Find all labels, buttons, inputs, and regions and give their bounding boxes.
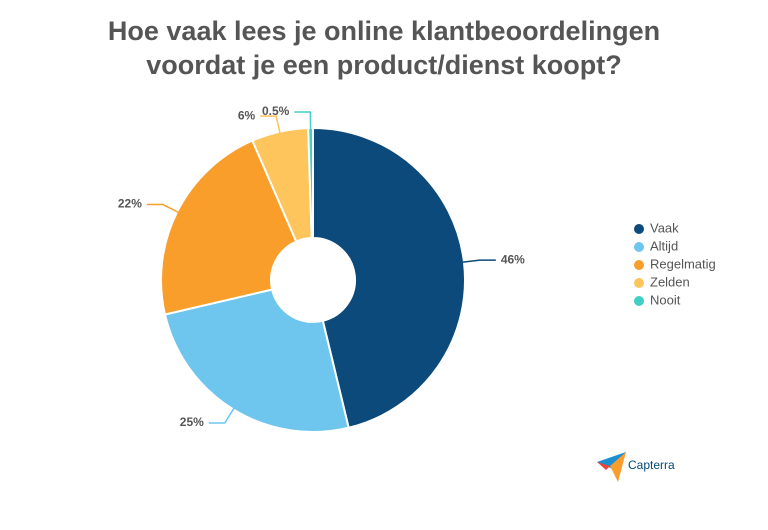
leader-line [146, 203, 180, 214]
legend-marker [634, 260, 644, 270]
slice [163, 288, 350, 433]
logo-icon [610, 452, 626, 482]
slice [160, 139, 298, 316]
value-label: 25% [180, 415, 204, 429]
legend-label: Vaak [650, 220, 679, 235]
legend-label: Altijd [650, 238, 678, 253]
logo-icon [597, 452, 626, 470]
legend-label: Zelden [650, 274, 690, 289]
value-label: 22% [118, 197, 142, 211]
chart-title: Hoe vaak lees je online klantbeoordeling… [107, 16, 661, 80]
value-label: 6% [238, 108, 256, 122]
value-label: 0.5% [262, 104, 290, 118]
legend-marker [634, 278, 644, 288]
leader-line [294, 111, 312, 131]
slice [307, 126, 314, 240]
legend-label: Nooit [650, 292, 681, 307]
slice [312, 126, 466, 429]
leader-line [461, 259, 496, 264]
legend-marker [634, 296, 644, 306]
legend-marker [634, 242, 644, 252]
legend-label: Regelmatig [650, 256, 716, 271]
logo: Capterra [597, 452, 675, 482]
value-label: 46% [501, 252, 525, 266]
leader-line [208, 407, 235, 424]
legend-marker [634, 224, 644, 234]
logo-text: Capterra [628, 458, 675, 472]
leader-line [260, 115, 281, 134]
logo-icon [597, 462, 610, 470]
